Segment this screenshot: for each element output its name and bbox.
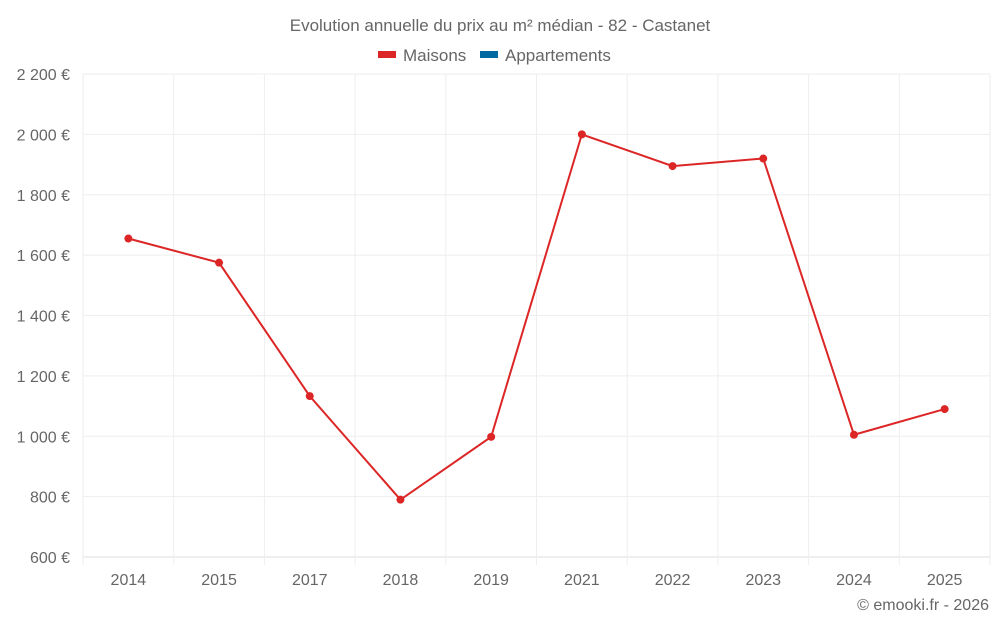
y-tick-label: 1 400 €: [17, 309, 70, 326]
x-tick-label: 2022: [655, 572, 691, 589]
legend-swatch: [480, 51, 498, 58]
x-tick-label: 2025: [927, 572, 963, 589]
legend-swatch: [378, 51, 396, 58]
series: [124, 130, 949, 504]
data-point: [849, 430, 858, 439]
grid: [82, 73, 991, 565]
x-tick-label: 2019: [473, 572, 509, 589]
y-tick-label: 800 €: [30, 490, 70, 507]
series-line: [128, 133, 945, 501]
data-point: [940, 405, 949, 414]
chart-title: Evolution annuelle du prix au m² médian …: [290, 16, 711, 35]
y-tick-label: 2 200 €: [17, 67, 70, 84]
data-point: [577, 130, 586, 139]
data-point: [396, 495, 405, 504]
x-axis: 2014 2015 2017 2018 2019 2021 2022 2023 2024 2025: [111, 572, 963, 589]
x-tick-label: 2023: [745, 572, 781, 589]
data-point: [215, 258, 224, 267]
x-tick-label: 2015: [201, 572, 237, 589]
legend: Maisons Appartements: [378, 46, 611, 65]
x-tick-label: 2017: [292, 572, 328, 589]
data-point: [668, 162, 677, 171]
y-axis: 600 € 800 € 1 000 € 1 200 € 1 400 € 1 600 € 1 …: [17, 67, 70, 567]
data-point: [305, 392, 314, 401]
credit: © emooki.fr - 2026: [857, 597, 989, 614]
y-tick-label: 1 200 €: [17, 369, 70, 386]
y-tick-label: 1 000 €: [17, 429, 70, 446]
data-point: [124, 234, 133, 243]
y-tick-label: 1 800 €: [17, 188, 70, 205]
data-point: [759, 154, 768, 163]
x-tick-label: 2014: [111, 572, 147, 589]
legend-label: Appartements: [505, 46, 611, 65]
legend-label: Maisons: [403, 46, 466, 65]
x-tick-label: 2021: [564, 572, 600, 589]
x-tick-label: 2018: [383, 572, 419, 589]
x-tick-label: 2024: [836, 572, 872, 589]
data-point: [487, 432, 496, 441]
y-tick-label: 1 600 €: [17, 248, 70, 265]
y-tick-label: 2 000 €: [17, 127, 70, 144]
y-tick-label: 600 €: [30, 550, 70, 567]
